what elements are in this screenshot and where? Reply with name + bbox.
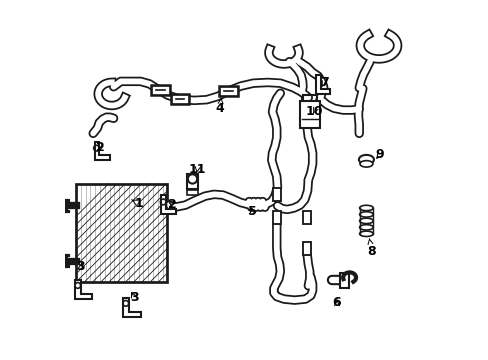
Bar — [303, 211, 310, 224]
Bar — [186, 174, 198, 189]
Ellipse shape — [359, 161, 372, 167]
Text: 9: 9 — [375, 148, 384, 161]
Polygon shape — [94, 141, 109, 160]
Text: 6: 6 — [332, 296, 341, 309]
Text: 4: 4 — [215, 99, 224, 116]
Polygon shape — [75, 280, 92, 299]
Text: 3: 3 — [77, 260, 85, 273]
Bar — [339, 273, 348, 288]
Bar — [187, 190, 197, 195]
Text: 8: 8 — [367, 239, 375, 257]
Text: 10: 10 — [305, 105, 323, 118]
Text: 2: 2 — [96, 140, 104, 153]
Text: 1: 1 — [131, 197, 143, 210]
Bar — [300, 101, 319, 128]
Polygon shape — [316, 75, 329, 94]
Bar — [303, 242, 310, 255]
Polygon shape — [123, 298, 140, 317]
Text: 7: 7 — [319, 76, 328, 89]
Text: 3: 3 — [129, 291, 138, 304]
Bar — [272, 211, 280, 224]
Text: 2: 2 — [167, 198, 176, 211]
Ellipse shape — [358, 155, 373, 164]
Bar — [272, 188, 280, 201]
Bar — [76, 184, 167, 282]
Text: 11: 11 — [188, 163, 205, 176]
Text: 5: 5 — [247, 205, 256, 218]
Polygon shape — [161, 195, 176, 214]
